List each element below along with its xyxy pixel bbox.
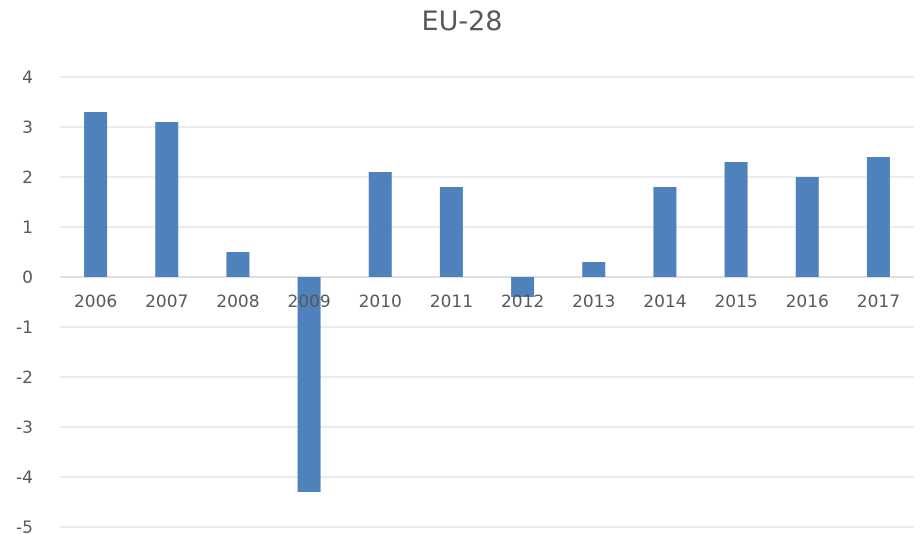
x-tick-label: 2017 <box>857 292 900 312</box>
bar-2014 <box>653 187 677 277</box>
bar-2012 <box>511 277 535 297</box>
x-tick-label: 2016 <box>786 292 829 312</box>
y-tick-label: -5 <box>16 518 33 534</box>
x-tick-label: 2015 <box>714 292 757 312</box>
bar-2007 <box>155 122 179 277</box>
x-tick-label: 2013 <box>572 292 615 312</box>
y-tick-label: 1 <box>22 218 33 238</box>
x-tick-label: 2010 <box>359 292 402 312</box>
y-tick-label: 4 <box>22 68 33 88</box>
bar-2017 <box>866 157 890 277</box>
bar-2011 <box>439 187 463 277</box>
bar-2015 <box>724 162 748 277</box>
bar-2008 <box>226 252 250 277</box>
bar-2010 <box>368 172 392 277</box>
y-tick-label: 0 <box>22 268 33 288</box>
y-tick-label: -1 <box>16 318 33 338</box>
y-tick-label: -3 <box>16 418 33 438</box>
x-tick-label: 2006 <box>74 292 117 312</box>
x-tick-label: 2007 <box>145 292 188 312</box>
y-tick-label: 3 <box>22 118 33 138</box>
x-tick-label: 2008 <box>216 292 259 312</box>
x-tick-label: 2014 <box>643 292 686 312</box>
bar-2016 <box>795 177 819 277</box>
x-tick-label: 2011 <box>430 292 473 312</box>
bar-2009 <box>297 277 321 492</box>
bar-2006 <box>84 112 108 277</box>
y-tick-label: 2 <box>22 168 33 188</box>
y-tick-label: -2 <box>16 368 33 388</box>
x-tick-label: 2009 <box>287 292 330 312</box>
chart-title: EU-28 <box>421 6 503 37</box>
bar-2013 <box>582 262 606 277</box>
y-tick-label: -4 <box>16 468 33 488</box>
x-tick-label: 2012 <box>501 292 544 312</box>
